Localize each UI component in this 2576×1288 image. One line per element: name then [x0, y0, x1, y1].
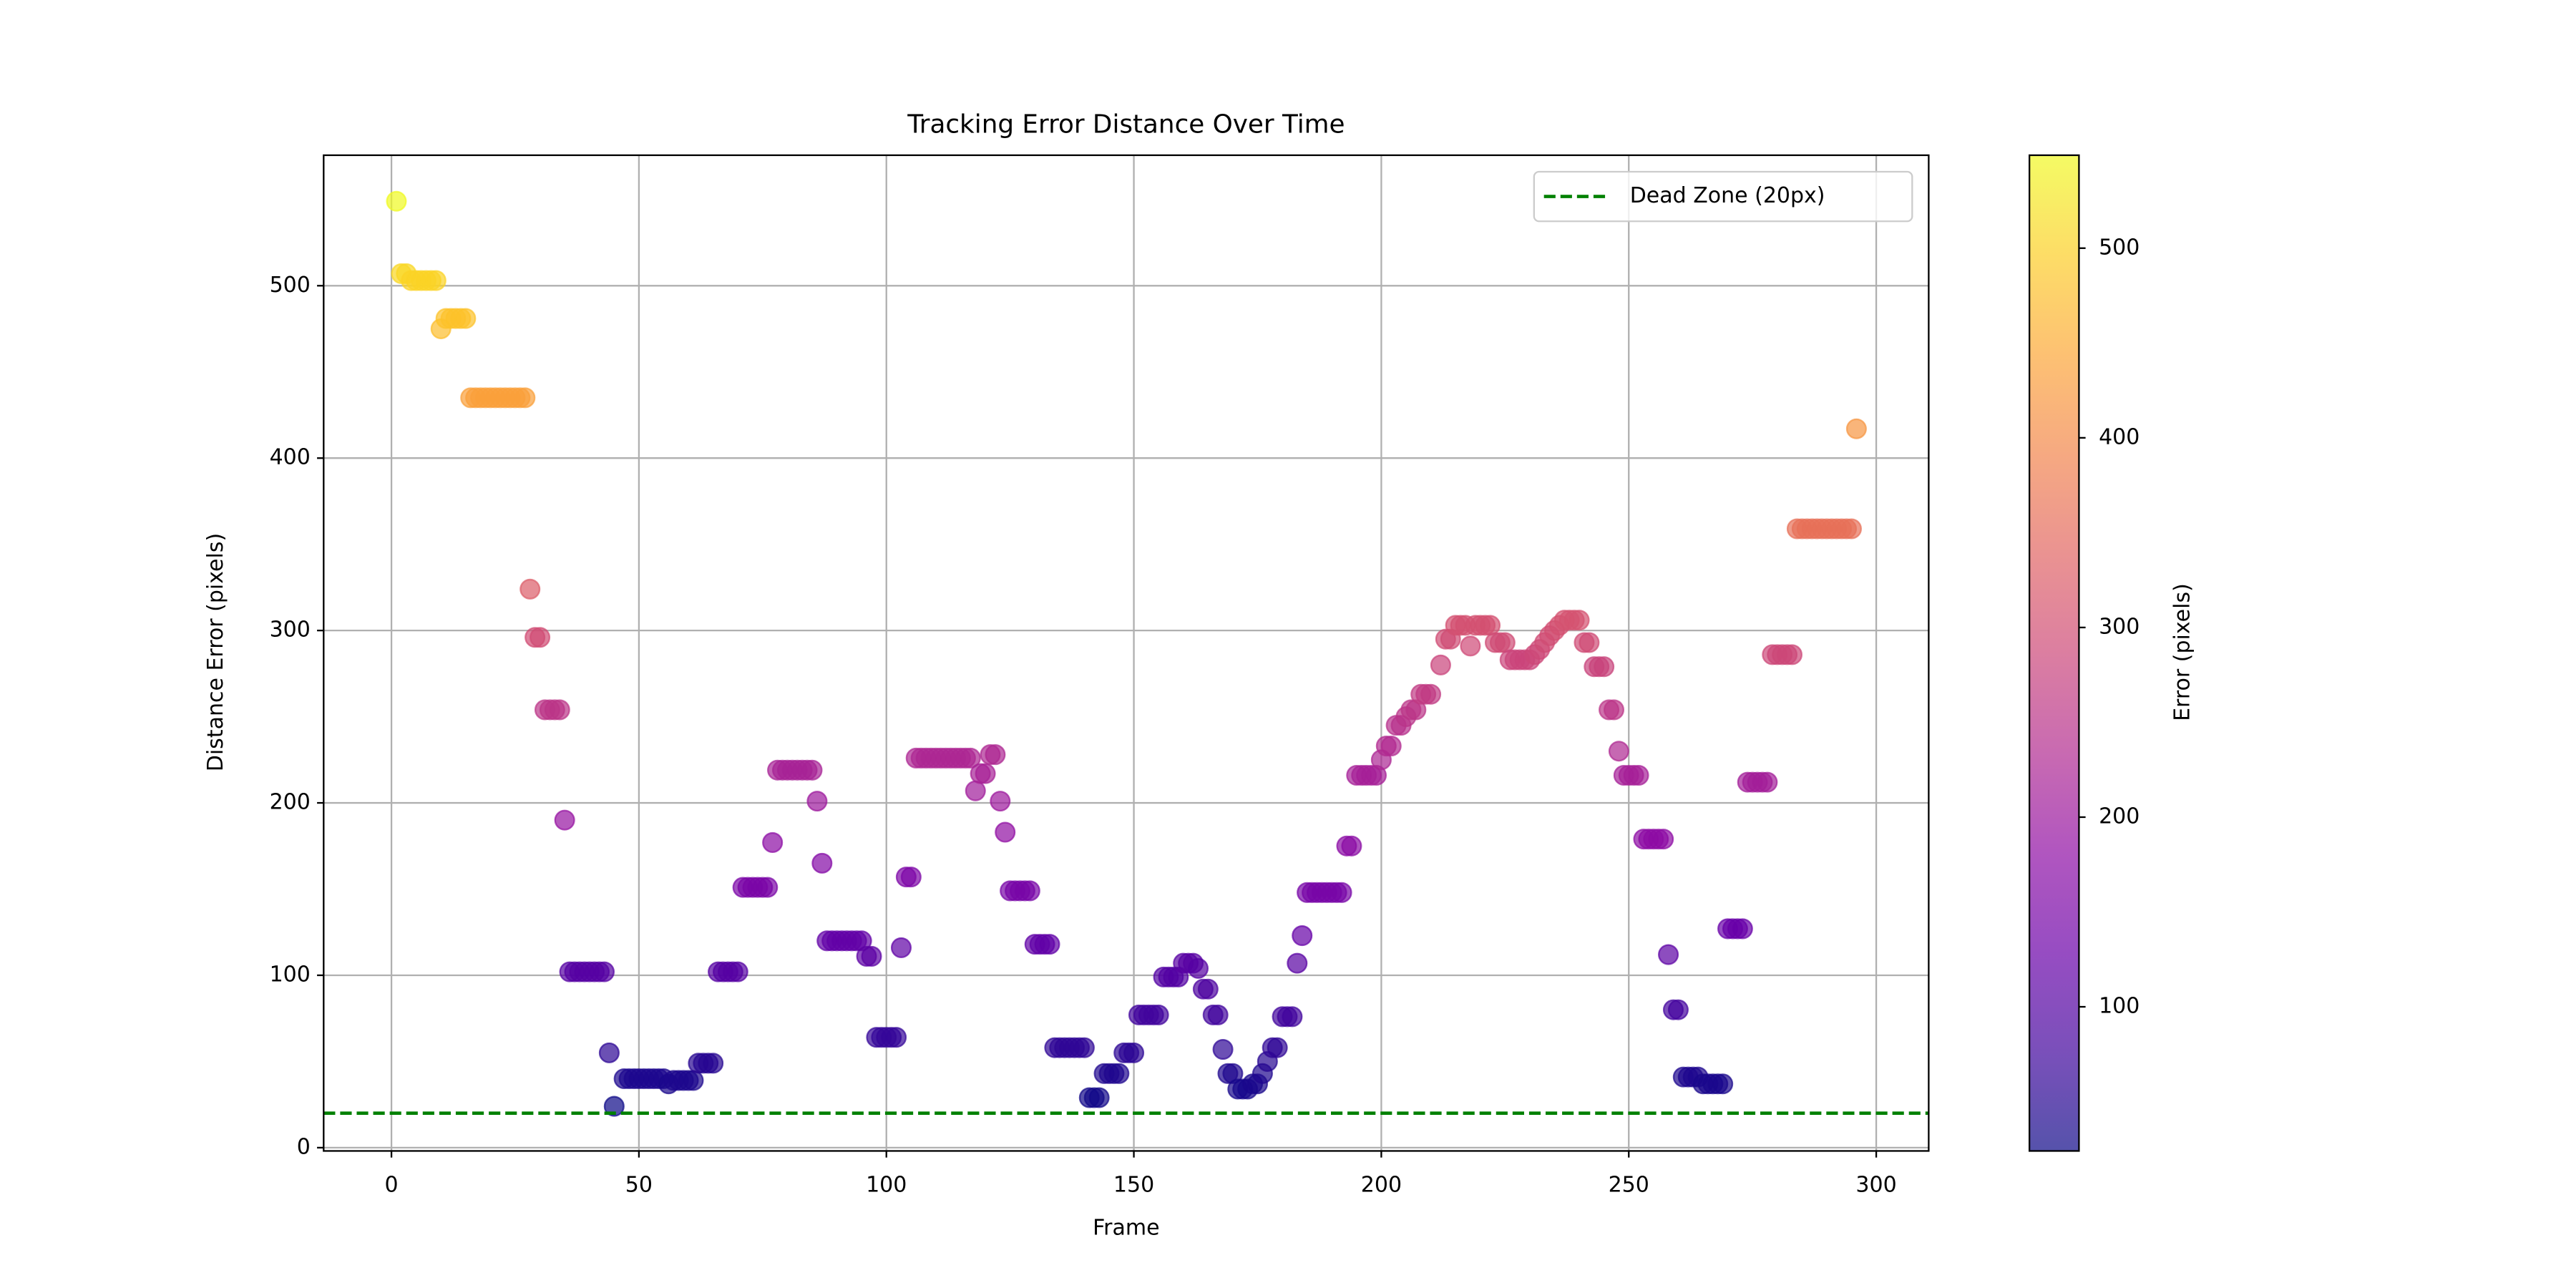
point	[1331, 882, 1352, 903]
point	[603, 1096, 625, 1117]
y-tick-label: 0	[297, 1134, 311, 1159]
point	[1579, 632, 1600, 653]
point	[598, 1042, 620, 1063]
point	[1757, 771, 1778, 793]
legend-label: Dead Zone (20px)	[1630, 183, 1825, 208]
point	[425, 270, 447, 291]
point	[1712, 1073, 1734, 1095]
point	[861, 945, 882, 967]
point	[1494, 632, 1516, 653]
point	[554, 809, 575, 831]
point	[1187, 957, 1209, 979]
y-axis-label: Distance Error (pixels)	[203, 533, 228, 771]
point	[1287, 952, 1308, 974]
x-tick-label: 200	[1361, 1172, 1402, 1197]
point	[811, 852, 833, 874]
legend-box	[1533, 170, 1913, 223]
x-tick-label: 100	[866, 1172, 907, 1197]
point	[593, 961, 615, 982]
colorbar-label: Error (pixels)	[2170, 583, 2195, 721]
point	[1608, 741, 1629, 762]
colorbar-tick-label: 200	[2099, 804, 2140, 829]
point	[1781, 644, 1803, 665]
point	[1073, 1037, 1095, 1058]
point	[1845, 418, 1867, 439]
point	[1088, 1087, 1110, 1108]
overlay: Dead Zone (20px) 100 200 300 400 500	[323, 154, 2140, 1152]
point	[683, 1070, 704, 1091]
point	[1732, 918, 1753, 940]
point	[1108, 1063, 1130, 1084]
point	[886, 1027, 907, 1048]
point	[386, 190, 407, 212]
point	[801, 759, 823, 781]
x-axis-label: Frame	[1093, 1215, 1159, 1240]
colorbar	[2028, 154, 2080, 1152]
x-tick-label: 250	[1609, 1172, 1649, 1197]
point	[1380, 736, 1402, 757]
point	[1603, 699, 1625, 721]
y-tick-label: 400	[270, 445, 311, 470]
point	[990, 791, 1011, 812]
point	[1480, 615, 1501, 636]
point	[960, 747, 981, 769]
point	[757, 877, 779, 898]
point	[1267, 1037, 1288, 1058]
point	[727, 961, 748, 982]
colorbar-tick-label: 500	[2099, 235, 2140, 260]
y-tick-label: 500	[270, 273, 311, 298]
point	[1197, 978, 1219, 1000]
y-tick-label: 100	[270, 962, 311, 987]
point	[1282, 1006, 1303, 1028]
point	[1341, 835, 1362, 857]
point	[762, 831, 784, 853]
point	[530, 627, 551, 648]
colorbar-tick-label: 100	[2099, 994, 2140, 1019]
y-tick-label: 300	[270, 618, 311, 643]
point	[806, 791, 828, 812]
colorbar-tick-label: 400	[2099, 424, 2140, 449]
point	[455, 308, 477, 329]
point	[1420, 683, 1442, 705]
point	[514, 387, 536, 409]
x-tick-label: 0	[385, 1172, 399, 1197]
point	[1430, 654, 1451, 675]
point	[1148, 1004, 1169, 1025]
point	[1568, 610, 1590, 631]
point	[1123, 1042, 1145, 1063]
point	[1019, 880, 1040, 902]
point	[985, 744, 1006, 766]
axes-frame	[323, 154, 1930, 1152]
point	[1292, 925, 1313, 947]
x-tick-label: 50	[625, 1172, 653, 1197]
point	[1658, 944, 1679, 965]
point	[1667, 999, 1689, 1020]
point	[965, 780, 986, 801]
point	[890, 937, 912, 958]
point	[1207, 1004, 1229, 1025]
point	[1039, 934, 1060, 955]
points	[386, 190, 1867, 1117]
point	[975, 763, 996, 784]
point	[1212, 1039, 1234, 1060]
point	[1628, 764, 1649, 786]
y-tick-label: 200	[270, 790, 311, 815]
point	[900, 867, 922, 888]
point	[1460, 635, 1481, 657]
chart-title: Tracking Error Distance Over Time	[907, 109, 1345, 139]
grid: 0 50 100 150 200 250 300 0 100 200 300 400 500	[270, 155, 1929, 1197]
point	[703, 1053, 724, 1074]
point	[549, 699, 570, 721]
x-tick-label: 300	[1855, 1172, 1896, 1197]
colorbar-tick-label: 300	[2099, 614, 2140, 639]
point	[1840, 518, 1863, 540]
x-tick-label: 150	[1113, 1172, 1154, 1197]
point	[1653, 829, 1674, 850]
point	[1594, 656, 1615, 678]
point	[519, 578, 541, 600]
point	[995, 821, 1016, 843]
